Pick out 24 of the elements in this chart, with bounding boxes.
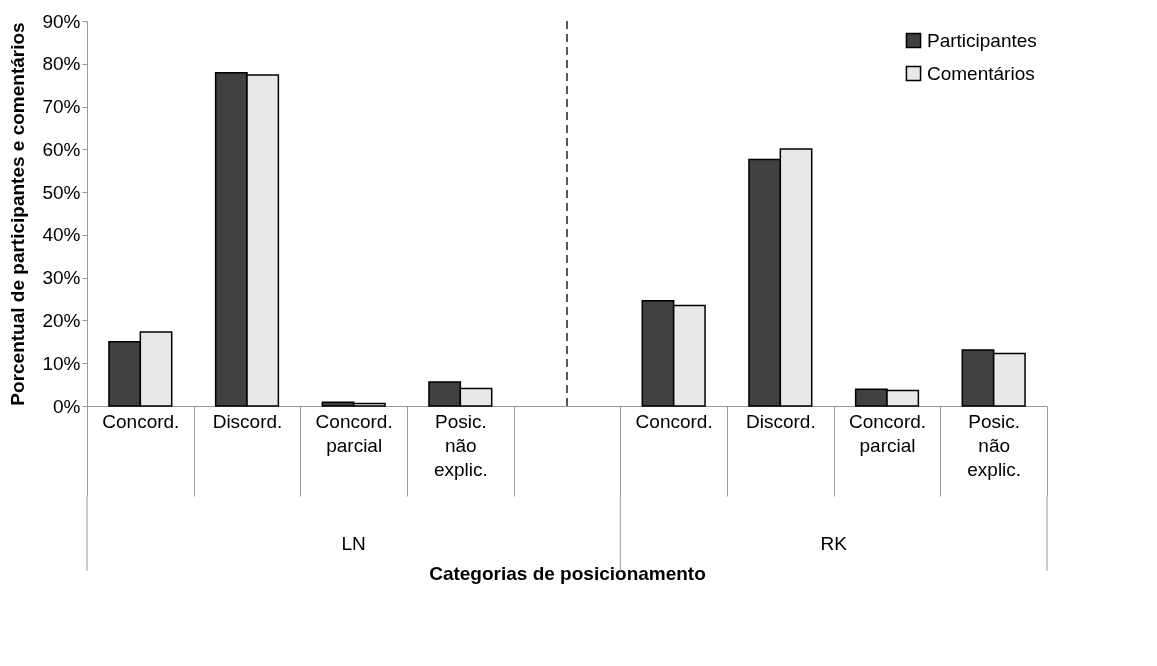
y-tick-label: 90%	[42, 10, 81, 32]
x-tick-label: Concord. parcial	[315, 410, 393, 456]
legend-label: Comentários	[927, 62, 1035, 84]
y-tick-label: 10%	[42, 352, 81, 374]
x-tick-label: Concord.	[102, 410, 180, 432]
y-tick-label: 40%	[42, 224, 81, 246]
x-tick-label: Concord. parcial	[848, 410, 927, 456]
x-tick-label: Concord.	[635, 410, 713, 432]
legend-label: Participantes	[927, 29, 1037, 51]
x-tick-label: Discord.	[212, 410, 283, 432]
y-tick-label: 0%	[53, 395, 81, 417]
y-tick-label: 20%	[42, 309, 81, 331]
y-tick-label: 60%	[42, 138, 81, 160]
x-tick-label: Posic. não explic.	[967, 410, 1022, 480]
x-axis-title: Categorias de posicionamento	[429, 563, 706, 584]
y-tick-label: 80%	[42, 53, 81, 75]
x-tick-label: Posic. não explic.	[433, 410, 488, 480]
y-tick-label: 30%	[42, 267, 81, 289]
y-tick-label: 50%	[42, 181, 81, 203]
text: RK	[820, 533, 848, 554]
y-tick-label: 70%	[42, 96, 81, 118]
x-tick-label: Discord.	[745, 410, 816, 432]
text: LN	[341, 533, 366, 554]
y-axis-title: Porcentual de participantes e comentários	[7, 22, 29, 406]
